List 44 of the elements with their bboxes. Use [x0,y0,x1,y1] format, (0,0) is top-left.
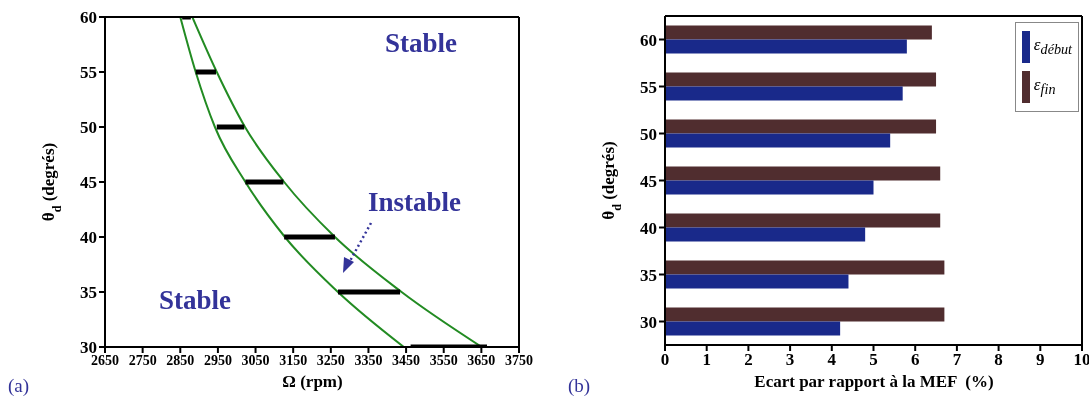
y-tick-label: 60 [80,8,97,28]
x-tick-label: 1 [702,350,711,370]
annotation: Stable [385,28,458,59]
y-tick-label: 35 [640,265,657,285]
x-tick-label: 3250 [316,352,345,368]
x-tick-label: 3 [785,350,795,370]
legend-label: ε$_{fin}$ [1033,75,1056,99]
x-tick-label: 3650 [467,352,496,368]
y-tick-label: 50 [640,124,657,144]
annotation: Instable [368,187,462,218]
x-axis-title: Ecart par rapport à la MEF (%) [754,372,994,391]
x-tick-label: 10 [1073,350,1089,370]
y-tick-label: 60 [640,30,657,50]
x-tick-label: 0 [660,350,670,370]
x-tick-label: 3450 [392,352,421,368]
text: (b) [568,375,591,397]
y-tick-label: 45 [80,173,97,193]
annotation: Stable [159,285,232,316]
x-tick-label: 8 [994,350,1003,370]
x-tick-label: 3550 [429,352,458,368]
y-tick-label: 40 [640,218,657,238]
y-tick-label: 30 [640,312,657,332]
x-tick-label: 3350 [354,352,383,368]
x-tick-label: 9 [1036,350,1045,370]
x-tick-label: 3050 [241,352,270,368]
x-axis-title: Ω (rpm) [282,372,343,391]
text: (a) [8,375,30,397]
x-tick-label: 6 [910,350,920,370]
legend-label: ε$_{début}$ [1033,35,1072,59]
y-tick-label: 55 [640,77,657,97]
y-tick-label: 45 [640,171,657,191]
y-tick-label: 35 [80,283,97,303]
x-tick-label: 2850 [166,352,195,368]
x-tick-label: 3750 [505,352,533,368]
x-tick-label: 2950 [203,352,232,368]
y-tick-label: 55 [80,63,97,83]
x-tick-label: 4 [827,350,837,370]
x-tick-label: 7 [952,350,962,370]
y-tick-label: 40 [80,228,97,248]
x-tick-label: 5 [869,350,878,370]
x-tick-label: 3150 [279,352,308,368]
y-tick-label: 50 [80,118,97,138]
x-tick-label: 2 [744,350,753,370]
x-tick-label: 2750 [128,352,157,368]
